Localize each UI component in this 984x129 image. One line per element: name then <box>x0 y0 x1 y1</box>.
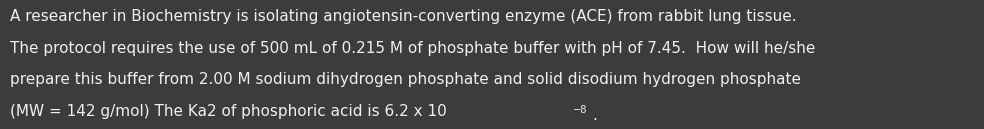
Text: prepare this buffer from 2.00 M sodium dihydrogen phosphate and solid disodium h: prepare this buffer from 2.00 M sodium d… <box>10 72 801 87</box>
Text: A researcher in Biochemistry is isolating angiotensin-converting enzyme (ACE) fr: A researcher in Biochemistry is isolatin… <box>10 9 796 24</box>
Text: −8: −8 <box>574 105 587 115</box>
Text: .: . <box>592 108 597 123</box>
Text: The protocol requires the use of 500 mL of 0.215 M of phosphate buffer with pH o: The protocol requires the use of 500 mL … <box>10 41 815 56</box>
Text: (MW = 142 g/mol) The Ka2 of phosphoric acid is 6.2 x 10: (MW = 142 g/mol) The Ka2 of phosphoric a… <box>10 104 447 119</box>
Text: −8: −8 <box>574 105 587 115</box>
